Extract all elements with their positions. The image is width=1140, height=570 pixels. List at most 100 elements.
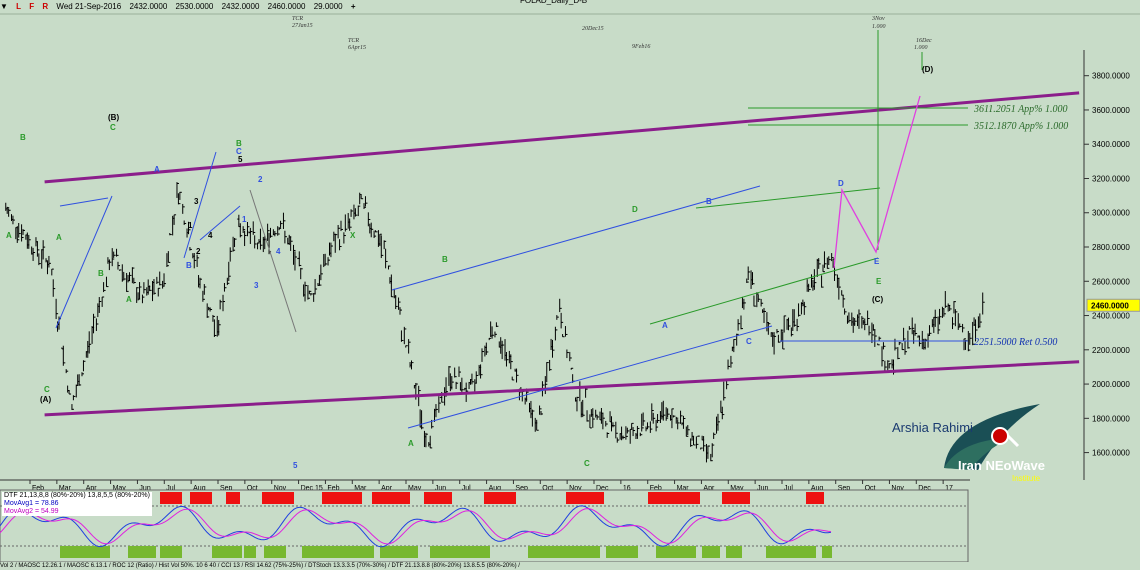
dtf-green-box [212, 546, 242, 558]
wave-label: C [236, 147, 242, 156]
wave-label: C [110, 123, 116, 132]
blue-trend-0 [391, 185, 761, 291]
crosshair-icon[interactable]: + [350, 2, 356, 11]
oscillator-legend: DTF 21,13,8,8 (80%-20%) 13,8,5,5 (80%-20… [2, 492, 152, 516]
wave-label: 2 [258, 175, 263, 184]
wave-label: B [706, 197, 712, 206]
refresh-icon[interactable]: R [42, 2, 49, 11]
level-label-2: 2251.5000 Ret 0.500 [974, 337, 1057, 348]
dtf-red-box [372, 492, 410, 504]
dtf-green-box [606, 546, 638, 558]
time-marker-label: 9Feb16 [632, 44, 650, 50]
dtf-green-box [128, 546, 156, 558]
lock-icon[interactable]: L [16, 2, 22, 11]
time-marker-label: 20Dec15 [582, 26, 604, 32]
oscillator-panel [0, 489, 969, 563]
bar-low: 2432.0000 [221, 2, 260, 11]
logo-dot [991, 427, 1009, 445]
x-tick-label: Mar [354, 485, 367, 492]
x-tick-label: Feb [327, 485, 339, 492]
x-tick-label: May [730, 485, 744, 492]
level-label-1: 3512.1870 App% 1.000 [973, 121, 1068, 132]
y-tick-label: 1800.0000 [1092, 414, 1130, 423]
dtf-green-box [656, 546, 696, 558]
watermark-sub: Institute [1012, 474, 1041, 483]
dtf-green-box [160, 546, 182, 558]
freeze-icon[interactable]: F [29, 2, 35, 11]
x-tick-label: Aug [193, 485, 206, 492]
bar-date: Wed 21-Sep-2016 [56, 2, 122, 11]
wave-label: 5 [293, 461, 298, 470]
wave-label: A [6, 231, 12, 240]
time-marker-label: 6Apr15 [348, 45, 366, 51]
channel-line-0 [44, 360, 1080, 417]
x-tick-label: Jul [166, 485, 175, 492]
wave-label: 2 [196, 247, 201, 256]
time-marker-label: TCR [292, 16, 303, 22]
y-axis: 3800.0000 3600.0000 3400.0000 3200.0000 3000… [1083, 50, 1140, 480]
wave-label: X [350, 231, 356, 240]
time-marker-label: 27Jan15 [292, 23, 313, 29]
x-tick-label: Jun [757, 485, 768, 492]
wave-label: 1 [242, 215, 247, 224]
wave-label: B [236, 139, 242, 148]
dtf-green-box [822, 546, 832, 558]
x-tick-label: Nov [569, 485, 582, 492]
time-marker-label: 16Dec [916, 38, 932, 44]
blue-short-2 [183, 151, 217, 259]
dtf-red-box [190, 492, 212, 504]
wave-label: 5 [238, 155, 243, 164]
blue-short-1 [59, 197, 109, 207]
y-tick-label: 3000.0000 [1092, 209, 1130, 218]
dtf-red-box [160, 492, 182, 504]
wave-label: A [56, 233, 62, 242]
y-tick-label: 2400.0000 [1092, 312, 1130, 321]
dtf-red-box [424, 492, 452, 504]
x-tick-label: Jun [139, 485, 150, 492]
channel-line-1 [44, 91, 1080, 184]
x-tick-label: 16 [623, 485, 631, 492]
wave-label: (C) [872, 295, 883, 304]
dtf-red-box [648, 492, 700, 504]
watermark-brand: Iran NEoWave [958, 458, 1045, 473]
dtf-green-box [60, 546, 110, 558]
x-tick-label: Oct [542, 485, 553, 492]
dtf-red-box [722, 492, 750, 504]
x-tick-label: Aug [811, 485, 824, 492]
dtf-green-box [528, 546, 600, 558]
x-tick-label: Mar [59, 485, 72, 492]
x-tick-label: Mar [677, 485, 690, 492]
wave-label: C [746, 337, 752, 346]
projection-path [833, 95, 921, 269]
y-tick-label: 2800.0000 [1092, 243, 1130, 252]
wave-label: (A) [40, 395, 51, 404]
y-tick-label: 1600.0000 [1092, 449, 1130, 458]
menu-icon[interactable]: ▼ [0, 2, 8, 11]
grey-diagonal [249, 189, 297, 333]
legend-movavg2: MovAvg2 = 54.99 [4, 508, 59, 515]
movavg2-line [0, 508, 832, 545]
chart-title: FOLAD_Daily_D-B [520, 0, 588, 5]
time-marker-label: 3Nov [871, 16, 885, 22]
wave-label: 3 [194, 197, 199, 206]
wave-label: E [876, 277, 882, 286]
blue-short-0 [55, 195, 113, 329]
last-price-label: 2460.0000 [1091, 301, 1129, 310]
wave-label: B [442, 255, 448, 264]
blue-trend-1 [407, 325, 773, 429]
time-marker-label: 1.000 [914, 45, 928, 51]
wave-label: B [186, 261, 192, 270]
wave-label: C [44, 385, 50, 394]
bar-close: 2460.0000 [267, 2, 306, 11]
dtf-red-box [226, 492, 240, 504]
wave-label: D [838, 179, 844, 188]
x-tick-label: Apr [381, 485, 393, 492]
blue-short-3 [199, 205, 241, 241]
price-bars [5, 182, 985, 463]
y-tick-label: 2200.0000 [1092, 346, 1130, 355]
x-tick-label: Jun [435, 485, 446, 492]
time-marker-label: 1.000 [872, 24, 886, 30]
legend-movavg1: MovAvg1 = 78.86 [4, 500, 59, 507]
